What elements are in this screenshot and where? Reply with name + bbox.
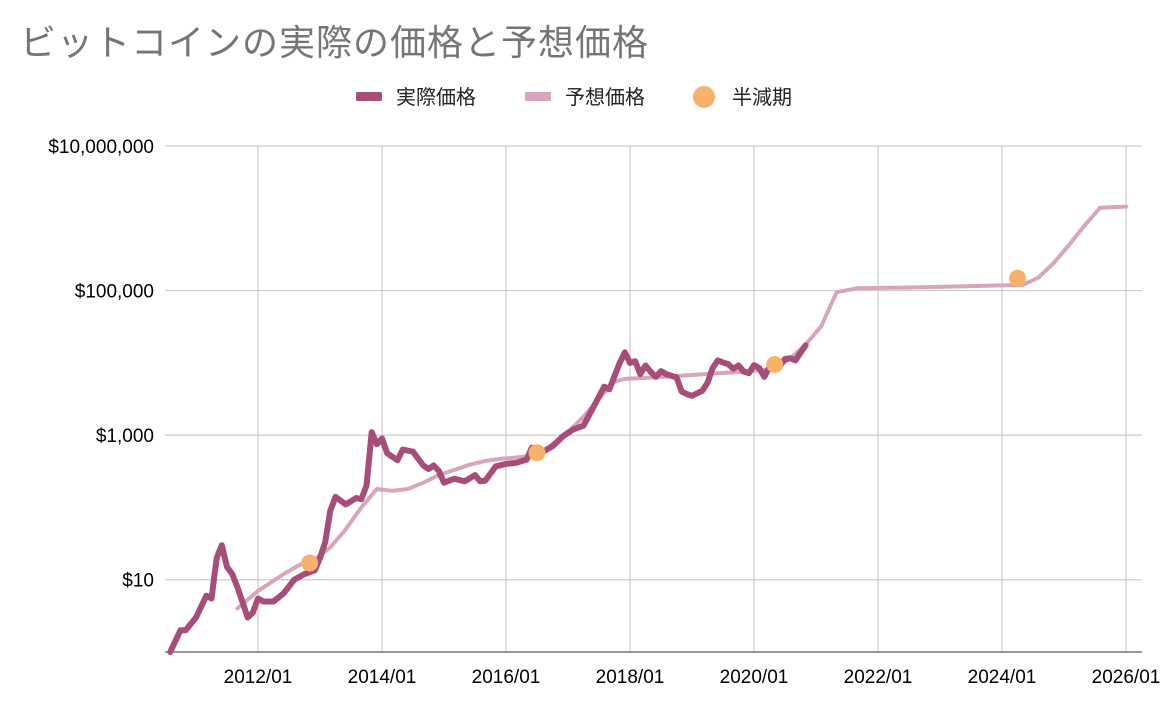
x-axis-ticks: 2012/01 2014/01 2016/01 2018/01 2020/01 2022/…	[224, 667, 1161, 688]
x-tick-label: 2018/01	[596, 667, 665, 688]
x-tick-label: 2012/01	[224, 667, 293, 688]
legend-swatch-actual	[356, 92, 382, 101]
halving-point	[528, 444, 546, 462]
x-tick-label: 2014/01	[348, 667, 417, 688]
y-tick-label: $100,000	[75, 282, 154, 303]
x-tick-label: 2020/01	[720, 667, 789, 688]
x-tick-label: 2024/01	[968, 667, 1037, 688]
halving-point	[1009, 269, 1026, 287]
halving-point	[301, 554, 319, 572]
x-tick-label: 2022/01	[844, 667, 913, 688]
legend-label-actual: 実際価格	[396, 85, 476, 109]
legend-swatch-halving	[693, 86, 715, 108]
y-tick-label: $10,000,000	[48, 137, 154, 158]
halving-points	[301, 269, 1026, 572]
series-lines	[167, 204, 1128, 655]
legend-swatch-predicted	[525, 92, 551, 101]
legend-label-halving: 半減期	[732, 85, 792, 109]
halving-point	[766, 355, 784, 373]
y-tick-label: $1,000	[96, 426, 154, 447]
legend-label-predicted: 予想価格	[565, 85, 645, 109]
series-line-predicted	[235, 204, 1128, 611]
grid	[165, 145, 1142, 653]
y-axis-ticks: $10 $1,000 $100,000 $10,000,000	[48, 137, 154, 592]
legend: 実際価格 予想価格 半減期	[356, 85, 792, 109]
x-tick-label: 2016/01	[472, 667, 541, 688]
chart-title: ビットコインの実際の価格と予想価格	[20, 23, 650, 64]
series-line-actual	[167, 342, 809, 655]
x-tick-label: 2026/01	[1092, 667, 1161, 688]
y-tick-label: $10	[122, 571, 154, 592]
